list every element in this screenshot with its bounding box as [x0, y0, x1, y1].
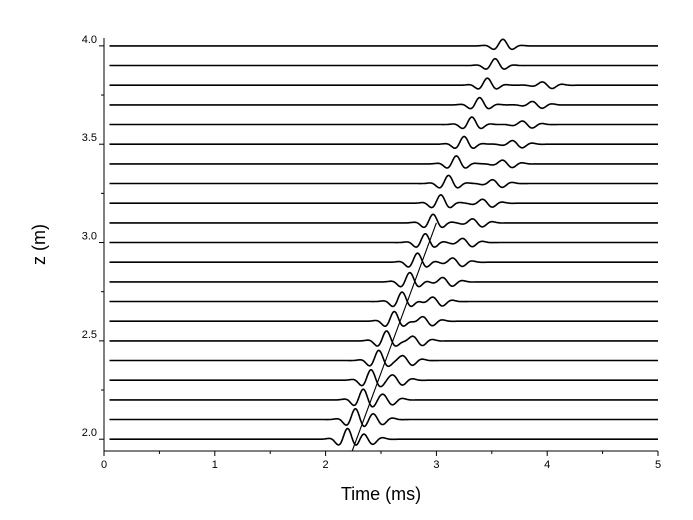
y-axis-title: z (m) — [29, 224, 49, 265]
moveout-line-group — [351, 222, 437, 452]
y-tick-label: 3.5 — [82, 132, 97, 144]
y-tick-label: 2.5 — [82, 329, 97, 341]
x-tick-label: 1 — [212, 459, 218, 471]
trace-line — [109, 174, 659, 189]
trace-line — [109, 369, 659, 388]
x-tick-label: 3 — [433, 459, 439, 471]
y-tick-label: 2.0 — [82, 427, 97, 439]
x-axis-title: Time (ms) — [341, 484, 421, 504]
trace-line — [109, 38, 659, 51]
trace-line — [109, 252, 659, 268]
x-tick-label: 4 — [544, 459, 550, 471]
x-axis-ticks: 0 1 2 3 4 5 — [101, 451, 661, 471]
x-tick-label: 0 — [101, 459, 107, 471]
trace-line — [109, 57, 659, 70]
trace-line — [109, 96, 659, 110]
trace-line — [109, 388, 659, 408]
trace-line — [109, 330, 659, 347]
trace-line — [109, 135, 659, 149]
trace-line — [109, 155, 659, 169]
x-tick-label: 5 — [655, 459, 661, 471]
trace-line — [109, 116, 659, 130]
trace-line — [109, 232, 659, 248]
trace-line — [109, 194, 659, 209]
trace-line — [109, 310, 659, 327]
y-axis-ticks: 2.0 2.5 3.0 3.5 4.0 — [82, 34, 104, 440]
x-tick-label: 2 — [323, 459, 329, 471]
trace-line — [109, 349, 659, 368]
trace-line — [109, 77, 659, 90]
y-tick-label: 3.0 — [82, 231, 97, 243]
y-tick-label: 4.0 — [82, 34, 97, 46]
trace-line — [109, 213, 659, 229]
trace-line — [109, 291, 659, 308]
trace-group — [109, 38, 659, 446]
trace-line — [109, 427, 659, 446]
trace-line — [109, 408, 659, 428]
trace-line — [109, 271, 659, 288]
moveout-line — [351, 222, 437, 452]
